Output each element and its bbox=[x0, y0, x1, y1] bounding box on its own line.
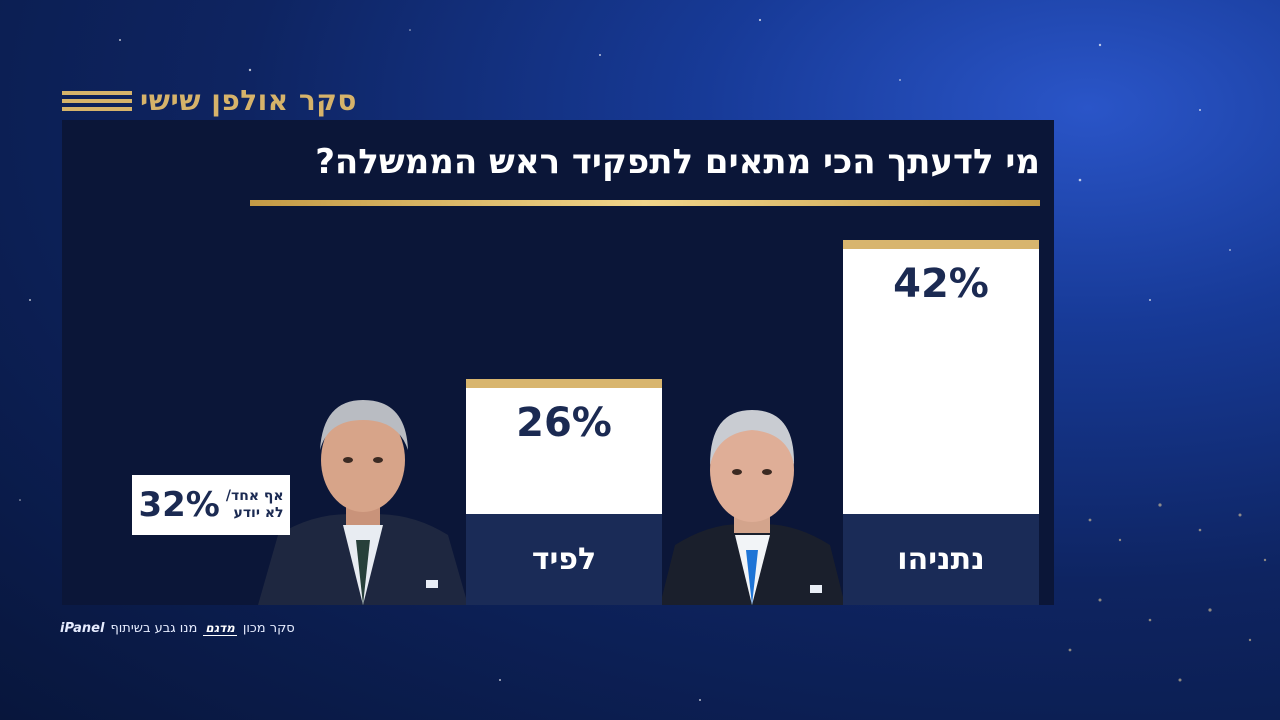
bar-netanyahu: 42% נתניהו bbox=[843, 240, 1039, 605]
dont-know-label-line2: לא יודע bbox=[233, 505, 284, 521]
footer-prefix: סקר מכון bbox=[242, 621, 295, 636]
footer-logo: מדגם bbox=[203, 621, 237, 636]
dont-know-box: 32% אף אחד/ לא יודע bbox=[132, 475, 290, 535]
footer-partner: iPanel bbox=[60, 621, 105, 636]
bar-value-label: 42% bbox=[893, 261, 989, 307]
bar-category-box: נתניהו bbox=[843, 514, 1039, 605]
chart-title: מי לדעתך הכי מתאים לתפקיד ראש הממשלה? bbox=[315, 142, 1040, 182]
bar-category-label: נתניהו bbox=[897, 542, 985, 577]
footer-suffix: מנו גבע בשיתוף bbox=[110, 621, 198, 636]
brand-header: סקר אולפן שישי bbox=[62, 84, 357, 117]
bar-category-box: לפיד bbox=[466, 514, 662, 605]
chart-panel: מי לדעתך הכי מתאים לתפקיד ראש הממשלה? 42… bbox=[62, 120, 1054, 605]
footer-credit: סקר מכון מדגם מנו גבע בשיתוף iPanel bbox=[60, 621, 295, 636]
bar-category-label: לפיד bbox=[531, 542, 597, 577]
dont-know-label-line1: אף אחד/ bbox=[225, 488, 284, 504]
portrait-lapid bbox=[258, 400, 468, 605]
dont-know-label: אף אחד/ לא יודע bbox=[226, 488, 284, 522]
brand-title: סקר אולפן שישי bbox=[140, 84, 357, 117]
title-underline bbox=[250, 200, 1040, 206]
bar-value-label: 26% bbox=[516, 400, 612, 446]
portrait-netanyahu bbox=[660, 410, 845, 605]
bar-lapid: 26% לפיד bbox=[466, 379, 662, 605]
dont-know-value: 32% bbox=[138, 485, 220, 525]
brand-bars-decoration bbox=[62, 90, 132, 111]
